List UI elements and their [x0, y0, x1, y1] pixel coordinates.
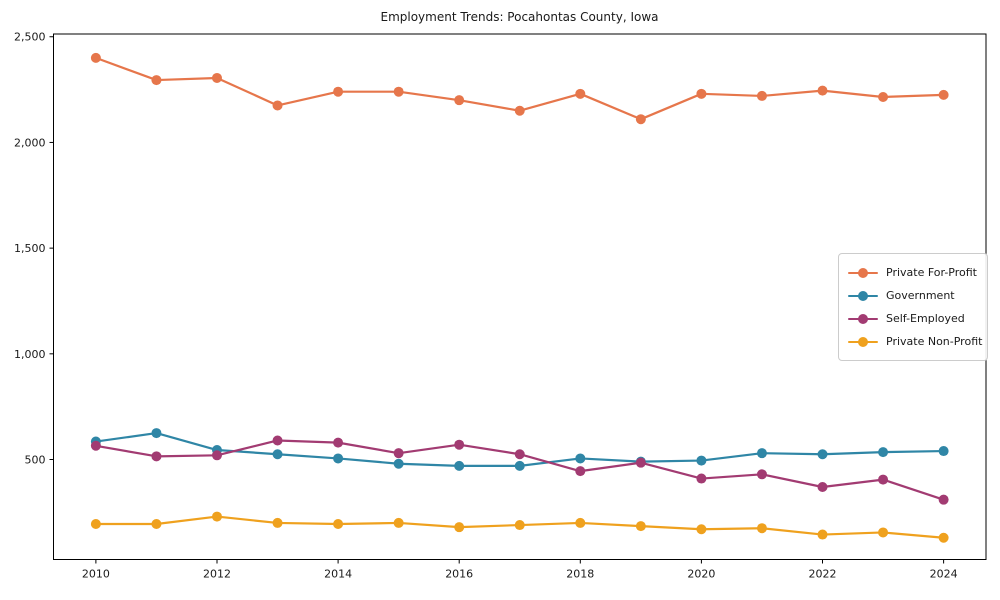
legend-marker-icon [848, 313, 878, 324]
data-point [514, 105, 525, 116]
data-point [817, 85, 828, 96]
data-point [272, 449, 283, 460]
data-point [756, 448, 767, 459]
legend-label: Government [886, 289, 955, 302]
legend-marker-icon [848, 267, 878, 278]
data-point [635, 521, 646, 532]
data-point [575, 453, 586, 464]
data-point [211, 450, 222, 461]
x-tick-label: 2016 [445, 568, 473, 581]
legend-label: Self-Employed [886, 312, 965, 325]
data-point [696, 88, 707, 99]
y-tick-label: 500 [25, 454, 46, 467]
data-point [514, 520, 525, 531]
data-point [696, 455, 707, 466]
data-point [817, 449, 828, 460]
data-point [333, 453, 344, 464]
data-point [393, 86, 404, 97]
legend-item: Self-Employed [848, 307, 978, 330]
data-point [272, 435, 283, 446]
data-point [756, 523, 767, 534]
data-point [938, 494, 949, 505]
y-tick-label: 1,000 [14, 348, 46, 361]
x-tick-label: 2020 [687, 568, 715, 581]
x-tick-label: 2010 [82, 568, 110, 581]
data-point [635, 114, 646, 125]
legend-item: Private For-Profit [848, 261, 978, 284]
y-tick-label: 1,500 [14, 242, 46, 255]
legend-item: Private Non-Profit [848, 330, 982, 353]
data-point [211, 511, 222, 522]
x-tick-label: 2014 [324, 568, 352, 581]
legend-label: Private Non-Profit [886, 335, 983, 348]
data-point [878, 447, 889, 458]
data-point [90, 518, 101, 529]
data-point [90, 440, 101, 451]
legend-marker-icon [848, 336, 878, 347]
data-point [878, 91, 889, 102]
data-point [393, 458, 404, 469]
data-point [938, 89, 949, 100]
data-point [454, 439, 465, 450]
data-point [151, 75, 162, 86]
data-point [756, 90, 767, 101]
data-point [454, 95, 465, 106]
data-point [333, 518, 344, 529]
data-point [272, 517, 283, 528]
data-point [333, 437, 344, 448]
x-tick-label: 2024 [930, 568, 958, 581]
y-tick-label: 2,000 [14, 136, 46, 149]
data-point [696, 524, 707, 535]
data-point [817, 529, 828, 540]
data-point [514, 449, 525, 460]
data-point [756, 469, 767, 480]
data-point [90, 52, 101, 63]
x-tick-label: 2018 [566, 568, 594, 581]
legend-marker-icon [848, 290, 878, 301]
data-point [151, 518, 162, 529]
data-point [454, 460, 465, 471]
legend: Private For-Profit Government Self-Employe… [838, 253, 988, 361]
data-point [635, 457, 646, 468]
data-point [878, 527, 889, 538]
data-point [454, 522, 465, 533]
chart-title: Employment Trends: Pocahontas County, Io… [380, 10, 659, 24]
data-point [151, 428, 162, 439]
data-point [938, 532, 949, 543]
data-point [575, 517, 586, 528]
data-point [878, 474, 889, 485]
data-point [151, 451, 162, 462]
data-point [575, 466, 586, 477]
data-point [938, 446, 949, 457]
data-point [575, 88, 586, 99]
data-point [211, 72, 222, 83]
data-point [817, 481, 828, 492]
y-tick-label: 2,500 [14, 31, 46, 44]
data-point [272, 100, 283, 111]
data-point [333, 86, 344, 97]
x-tick-label: 2012 [203, 568, 231, 581]
data-point [514, 460, 525, 471]
x-tick-label: 2022 [809, 568, 837, 581]
legend-label: Private For-Profit [886, 266, 977, 279]
legend-item: Government [848, 284, 978, 307]
data-point [696, 473, 707, 484]
data-point [393, 517, 404, 528]
data-point [393, 448, 404, 459]
